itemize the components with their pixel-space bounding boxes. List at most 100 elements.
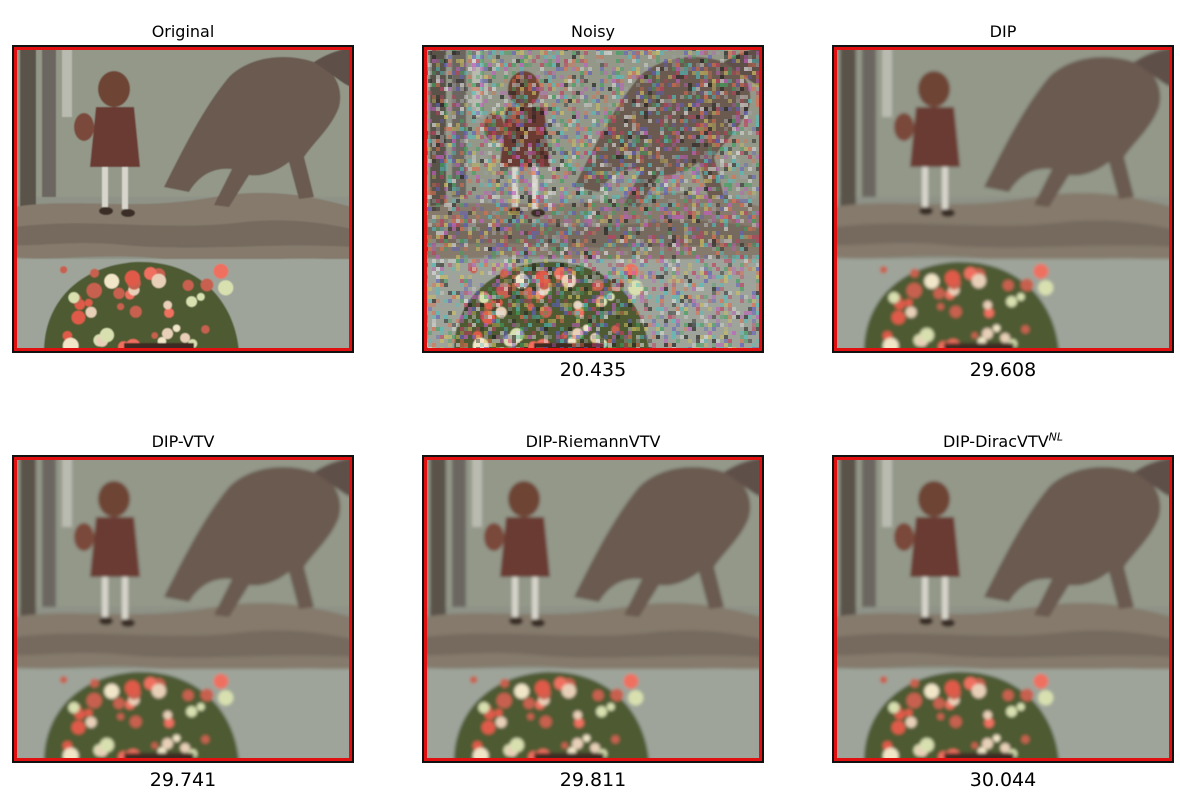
girl-leg <box>942 577 948 619</box>
girl-head <box>918 71 950 107</box>
flower <box>1006 296 1017 307</box>
flower <box>180 743 191 753</box>
animal-head <box>314 457 352 497</box>
flower <box>99 738 114 753</box>
flower <box>924 683 940 699</box>
flower <box>196 703 205 711</box>
flower <box>218 690 234 706</box>
flower <box>200 278 214 292</box>
flower <box>971 332 978 339</box>
flower <box>495 716 507 728</box>
flower <box>561 742 568 749</box>
psnr-score: 29.811 <box>559 769 627 791</box>
girl-dress <box>90 107 140 167</box>
tree-trunk <box>452 457 466 607</box>
flower <box>1000 333 1010 343</box>
image-canvas <box>424 47 762 351</box>
psnr-score: 29.741 <box>149 769 217 791</box>
flower <box>514 683 530 699</box>
girl-shoe <box>509 617 523 625</box>
flower <box>186 706 198 717</box>
girl-dress <box>90 517 140 577</box>
animal-head <box>314 47 352 87</box>
flower <box>882 337 899 351</box>
basket <box>484 523 504 551</box>
flower <box>201 325 210 334</box>
crop-border <box>834 457 1172 761</box>
flower <box>1033 263 1049 279</box>
scene-group <box>834 47 1172 351</box>
flower <box>924 273 940 289</box>
flower <box>1021 735 1030 744</box>
image-canvas <box>14 47 352 351</box>
tree-trunk <box>862 457 876 607</box>
flower <box>905 716 917 728</box>
flower <box>472 747 489 761</box>
flower <box>117 303 125 311</box>
flower <box>151 683 166 699</box>
crop-border <box>14 47 352 351</box>
light-patch <box>882 457 892 527</box>
flower <box>496 692 512 709</box>
girl-leg <box>532 167 538 209</box>
image-frame <box>422 455 764 763</box>
panel-title: DIP <box>832 22 1174 42</box>
animal-shape <box>164 467 341 617</box>
flower <box>1021 325 1030 334</box>
scene-group <box>14 457 352 761</box>
flower <box>500 268 509 278</box>
panel-title-superscript: NL <box>1048 430 1064 444</box>
basket <box>74 523 94 551</box>
flower <box>68 292 80 304</box>
flower <box>99 328 114 343</box>
flower <box>971 683 986 699</box>
crop-border <box>424 457 762 761</box>
flower <box>910 268 919 278</box>
flower <box>523 697 535 709</box>
girl-shoe <box>99 617 113 625</box>
pot <box>124 753 194 761</box>
flower <box>949 305 962 318</box>
flower <box>906 692 922 709</box>
girl-shoe <box>919 617 933 625</box>
scene-group <box>424 457 762 761</box>
girl-leg <box>512 167 518 207</box>
panel-title-text: DIP-DiracVTV <box>942 432 1049 451</box>
flower <box>596 706 607 717</box>
flower <box>104 273 120 289</box>
flower <box>983 300 992 310</box>
flower <box>539 715 552 728</box>
flower <box>151 332 158 339</box>
light-patch <box>62 47 72 117</box>
flower <box>113 287 125 299</box>
flower <box>500 678 509 688</box>
flower <box>84 298 93 307</box>
crop-border <box>834 47 1172 351</box>
flower <box>611 735 620 744</box>
flower <box>164 308 175 318</box>
flower <box>200 688 214 702</box>
flower <box>982 738 993 750</box>
flower <box>882 747 899 761</box>
animal-head <box>1134 457 1172 497</box>
flower <box>623 673 639 689</box>
animal-shape <box>984 57 1161 207</box>
flower <box>1002 279 1014 291</box>
noise-overlay <box>424 47 762 351</box>
flower <box>590 743 600 753</box>
flower <box>1002 689 1014 701</box>
image-canvas <box>424 457 762 761</box>
ground-shadow <box>834 220 1172 248</box>
panel-title-text: Original <box>151 22 215 41</box>
flower <box>129 715 142 728</box>
pot <box>534 753 604 761</box>
ground-shadow <box>14 220 352 248</box>
flower <box>573 710 582 720</box>
girl-head <box>98 481 130 517</box>
girl-shoe <box>941 209 955 217</box>
flower <box>561 683 576 699</box>
tree-trunk <box>862 47 876 197</box>
girl-head <box>508 481 540 517</box>
girl-dress <box>500 517 550 577</box>
animal-head <box>724 457 762 497</box>
